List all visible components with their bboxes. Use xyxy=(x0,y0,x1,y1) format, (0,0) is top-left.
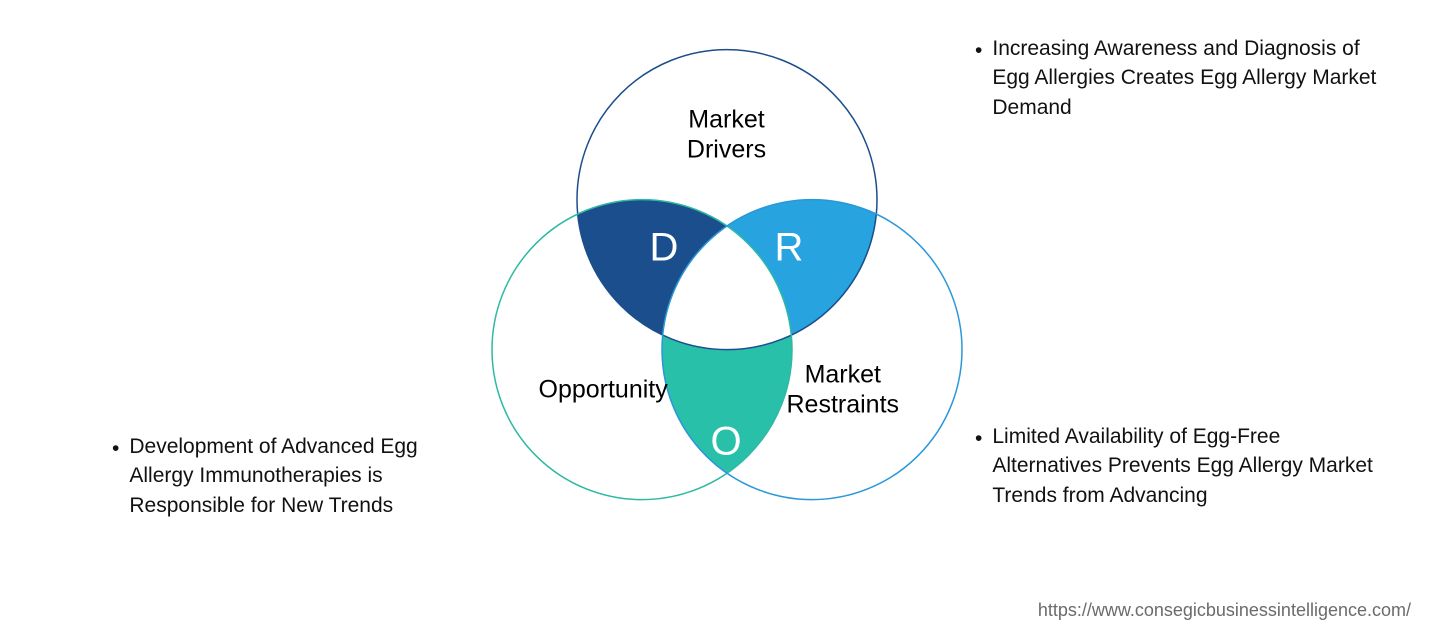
bullet-restraints: • Limited Availability of Egg-Free Alter… xyxy=(975,422,1385,510)
venn-letter-o: O xyxy=(711,419,742,464)
venn-label-drivers-l2: Drivers xyxy=(687,135,766,163)
venn-label-restraints: Market Restraints xyxy=(787,359,900,419)
venn-letter-r: R xyxy=(775,225,804,270)
venn-diagram: Market Drivers Opportunity Market Restra… xyxy=(427,19,1027,559)
bullet-opportunity-text: Development of Advanced Egg Allergy Immu… xyxy=(129,432,472,520)
bullet-drivers: • Increasing Awareness and Diagnosis of … xyxy=(975,34,1385,122)
venn-label-drivers-l1: Market xyxy=(688,105,764,133)
venn-letter-d: D xyxy=(650,225,679,270)
bullet-restraints-text: Limited Availability of Egg-Free Alterna… xyxy=(992,422,1385,510)
venn-label-restraints-l1: Market xyxy=(805,360,881,388)
bullet-dot-icon: • xyxy=(112,432,119,520)
bullet-dot-icon: • xyxy=(975,34,982,122)
venn-svg xyxy=(427,19,1027,559)
bullet-dot-icon: • xyxy=(975,422,982,510)
bullet-opportunity: • Development of Advanced Egg Allergy Im… xyxy=(112,432,472,520)
venn-label-opportunity: Opportunity xyxy=(539,374,668,404)
source-url: https://www.consegicbusinessintelligence… xyxy=(1038,600,1411,621)
venn-label-drivers: Market Drivers xyxy=(687,104,766,164)
bullet-drivers-text: Increasing Awareness and Diagnosis of Eg… xyxy=(992,34,1385,122)
venn-label-restraints-l2: Restraints xyxy=(787,390,900,418)
